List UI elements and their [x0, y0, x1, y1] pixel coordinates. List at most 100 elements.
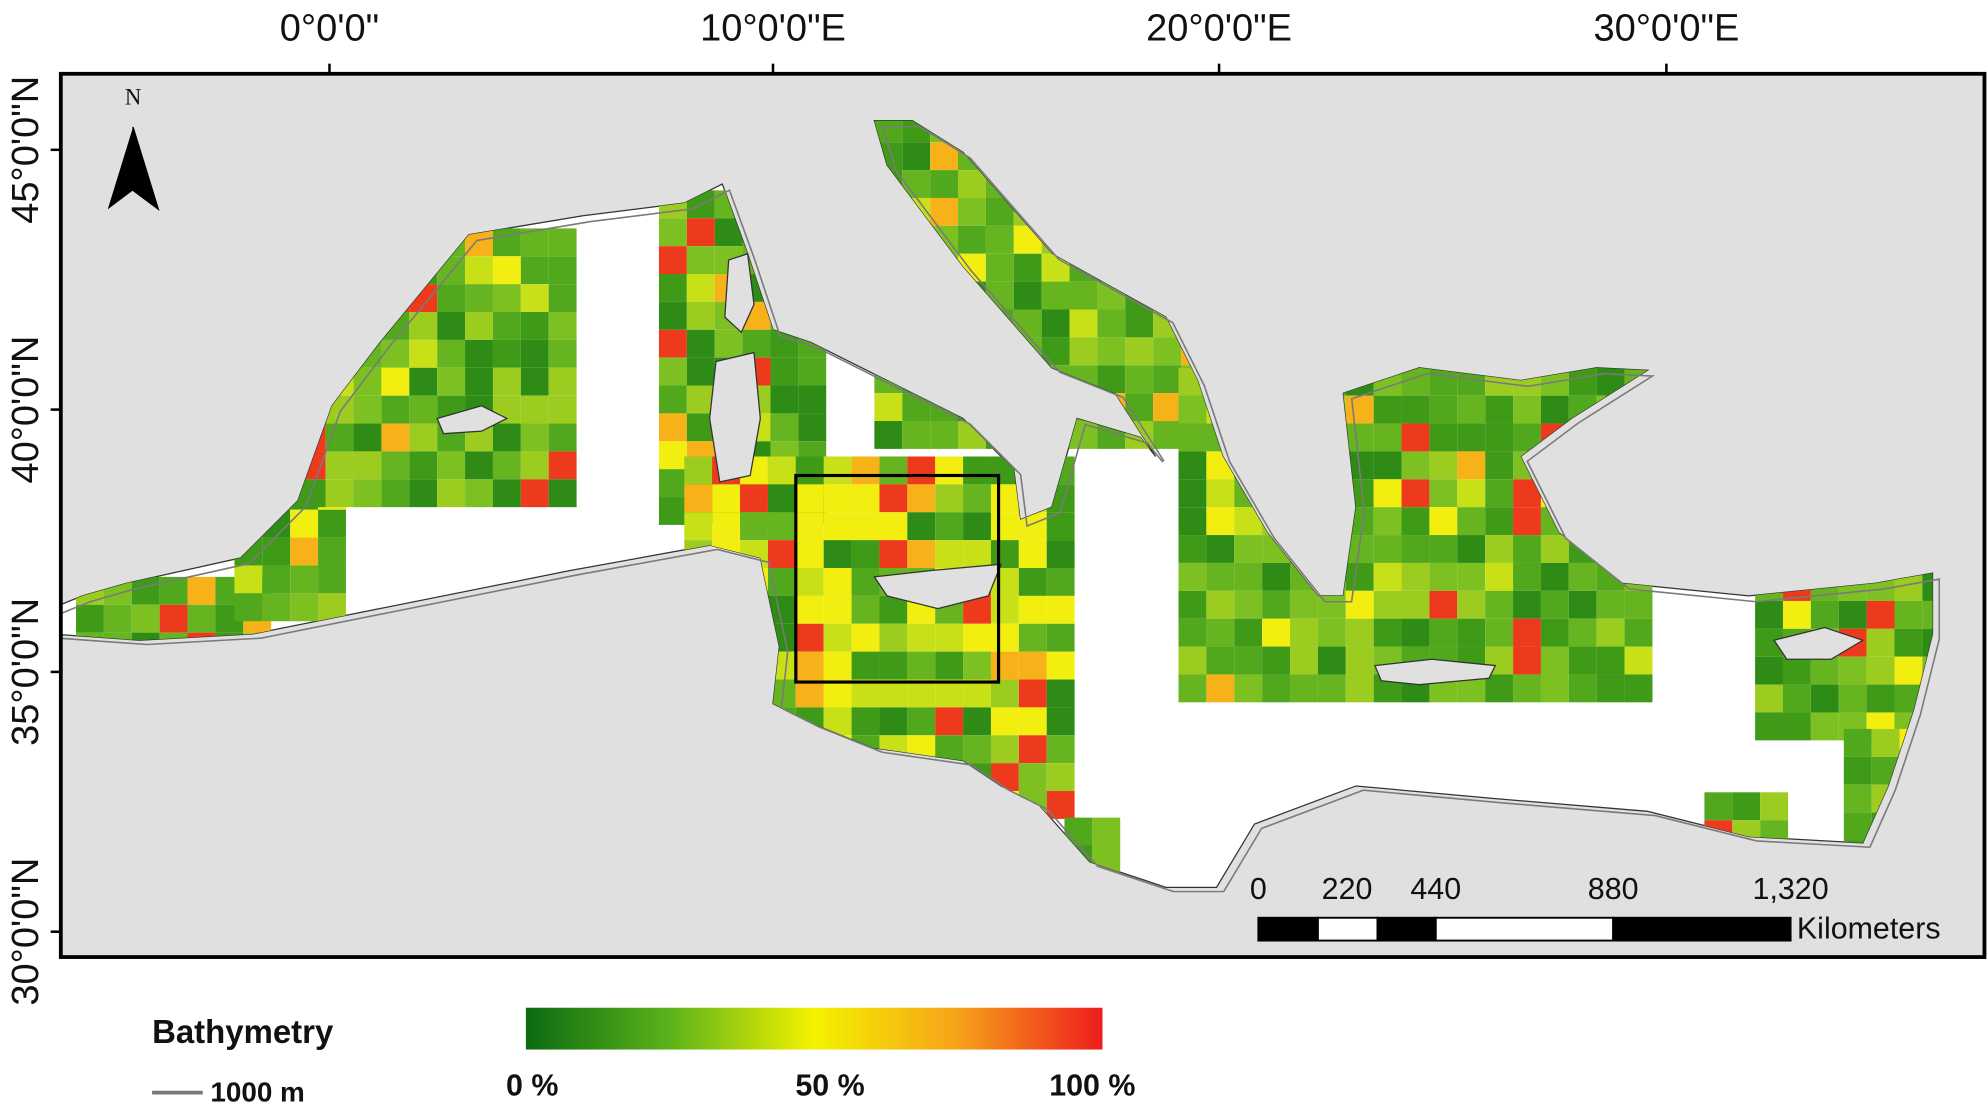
- grid-cell: [548, 479, 577, 508]
- grid-cell: [1345, 618, 1374, 647]
- grid-cell: [409, 395, 438, 424]
- grid-cell: [851, 484, 880, 513]
- grid-cell: [1624, 590, 1653, 619]
- grid-cell: [353, 395, 382, 424]
- bathymetry-line: [60, 125, 1941, 893]
- x-axis-label: 0°0'0": [280, 8, 379, 50]
- grid-cell: [1046, 707, 1075, 736]
- grid-cell: [1513, 535, 1541, 563]
- grid-cell: [1457, 618, 1486, 647]
- grid-cell: [262, 565, 291, 594]
- grid-cell: [1782, 600, 1811, 629]
- grid-cell: [492, 284, 521, 313]
- grid-cell: [1568, 562, 1597, 591]
- grid-cell: [492, 228, 521, 257]
- grid-cell: [1843, 728, 1872, 757]
- grid-cell: [1018, 623, 1047, 652]
- legend-line-label: 1000 m: [210, 1076, 305, 1107]
- grid-cell: [930, 421, 959, 449]
- grid-cell: [1041, 281, 1070, 310]
- grid-cell: [1755, 684, 1783, 713]
- grid-cell: [1345, 423, 1374, 452]
- grid-cell: [658, 274, 687, 302]
- grid-cell: [1485, 423, 1514, 452]
- grid-cell: [851, 679, 880, 708]
- grid-cell: [795, 679, 824, 708]
- grid-cell: [1234, 535, 1263, 563]
- grid-cell: [879, 679, 908, 708]
- x-axis-label: 10°0'0"E: [700, 8, 846, 50]
- grid-cell: [879, 651, 908, 680]
- grid-cell: [1069, 309, 1098, 338]
- grid-cell: [798, 413, 827, 442]
- grid-cell: [823, 568, 852, 596]
- grid-cell: [684, 484, 713, 513]
- grid-cell: [1206, 535, 1235, 563]
- grid-cell: [1153, 337, 1182, 366]
- grid-cell: [1262, 674, 1291, 703]
- scale-bar: 0 220 440 880 1,320 Kilometers: [1250, 872, 1941, 945]
- grid-cell: [1513, 562, 1541, 591]
- grid-cell: [1046, 595, 1075, 624]
- grid-cell: [907, 623, 936, 652]
- grid-cell: [520, 284, 549, 313]
- grid-cell: [381, 479, 410, 508]
- grid-cell: [990, 512, 1019, 541]
- grid-cell: [520, 479, 549, 508]
- grid-cell: [131, 576, 160, 605]
- grid-cell: [1894, 600, 1923, 629]
- grid-cell: [318, 565, 346, 594]
- grid-cell: [1568, 674, 1597, 703]
- grid-cell: [1429, 479, 1458, 508]
- grid-cell: [1866, 656, 1895, 685]
- grid-cell: [658, 469, 687, 498]
- grid-cell: [1624, 646, 1653, 675]
- grid-cell: [465, 256, 493, 285]
- grid-cell: [492, 479, 521, 508]
- grid-cell: [823, 540, 852, 569]
- grid-cell: [874, 421, 903, 449]
- grid-cell: [823, 595, 852, 624]
- grid-cell: [1457, 451, 1486, 480]
- grid-cell: [1018, 540, 1047, 569]
- grid-cell: [131, 604, 160, 633]
- grid-cell: [1097, 337, 1126, 366]
- grid-cell: [963, 512, 991, 541]
- grid-cell: [1457, 562, 1486, 591]
- grid-cell: [1046, 651, 1075, 680]
- grid-cell: [1290, 590, 1318, 619]
- grid-cell: [1457, 423, 1486, 452]
- grid-cell: [851, 707, 880, 736]
- grid-cell: [712, 512, 741, 541]
- grid-cell: [742, 329, 771, 358]
- grid-cell: [353, 367, 382, 396]
- grid-cell: [1401, 395, 1430, 424]
- grid-cell: [1018, 568, 1047, 596]
- grid-cell: [963, 735, 991, 764]
- grid-cell: [1178, 646, 1207, 675]
- grid-cell: [325, 451, 354, 480]
- x-axis-label: 30°0'0"E: [1593, 8, 1739, 50]
- grid-cell: [1401, 423, 1430, 452]
- grid-cell: [767, 484, 796, 513]
- grid-cell: [990, 595, 1019, 624]
- grid-cell: [1429, 562, 1458, 591]
- grid-cell: [1046, 679, 1075, 708]
- grid-cell: [963, 651, 991, 680]
- grid-cell: [437, 284, 466, 313]
- scale-label: 220: [1322, 872, 1373, 906]
- grid-cell: [1345, 395, 1374, 424]
- grid-cell: [381, 339, 410, 368]
- grid-cell: [103, 604, 132, 633]
- grid-cell: [1457, 395, 1486, 424]
- grid-cell: [1843, 784, 1872, 813]
- grid-cell: [795, 651, 824, 680]
- grid-cell: [1866, 600, 1895, 629]
- grid-cell: [1046, 623, 1075, 652]
- grid-cell: [767, 456, 796, 485]
- grid-cell: [1345, 562, 1374, 591]
- grid-cell: [520, 395, 549, 424]
- grid-cell: [823, 484, 852, 513]
- grid-cell: [1540, 562, 1569, 591]
